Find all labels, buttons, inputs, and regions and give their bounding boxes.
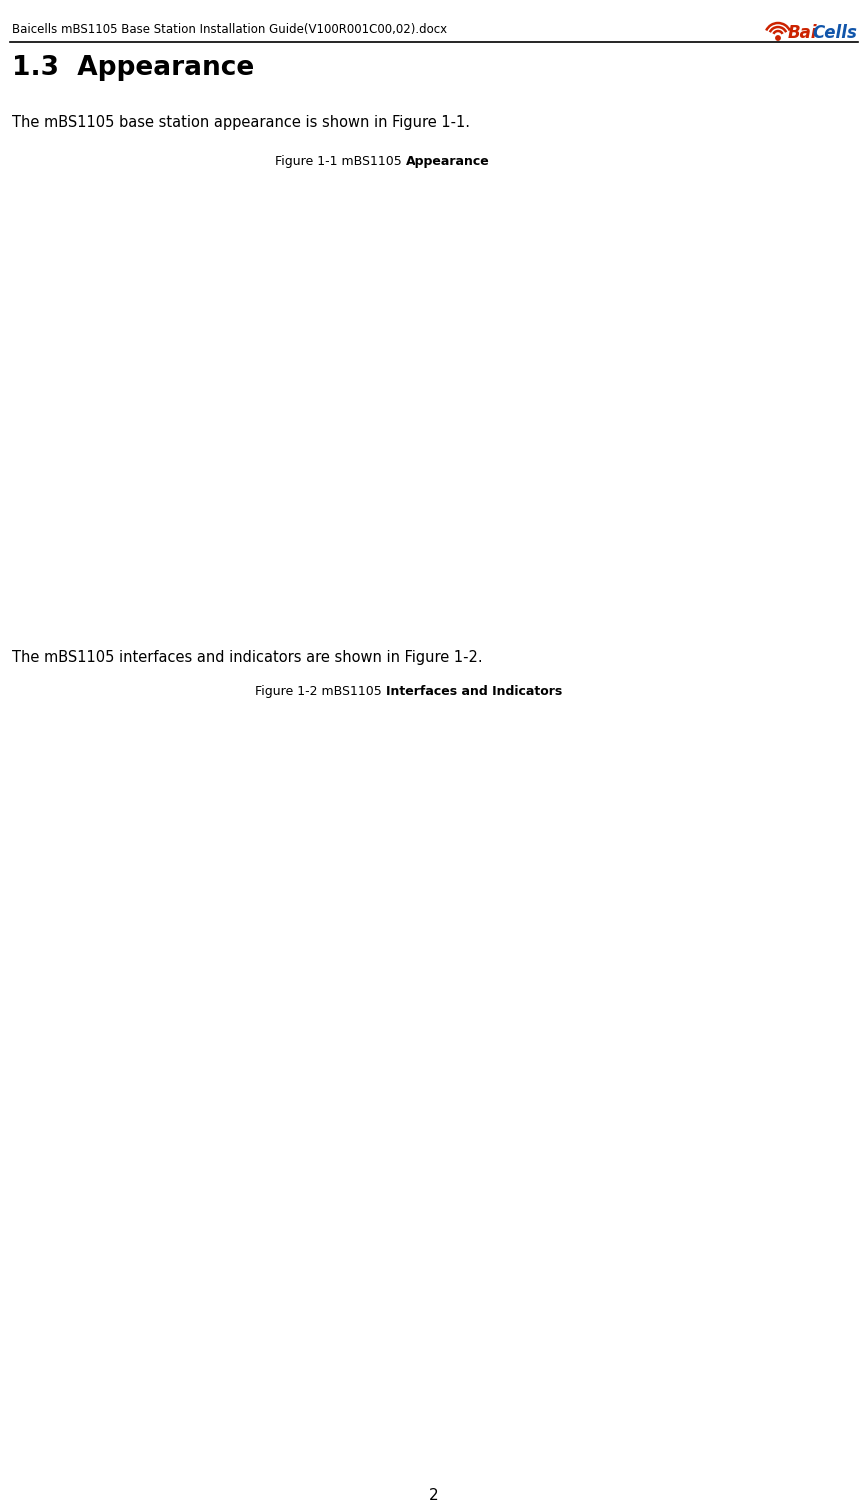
- Text: Cells: Cells: [812, 24, 857, 42]
- Text: Baicells mBS1105 Base Station Installation Guide(V100R001C00,02).docx: Baicells mBS1105 Base Station Installati…: [12, 24, 447, 36]
- Text: 2: 2: [429, 1488, 439, 1503]
- Text: The mBS1105 interfaces and indicators are shown in Figure 1-2.: The mBS1105 interfaces and indicators ar…: [12, 650, 483, 665]
- Circle shape: [776, 36, 780, 41]
- Text: The mBS1105 base station appearance is shown in Figure 1-1.: The mBS1105 base station appearance is s…: [12, 115, 470, 130]
- Text: Figure 1-1 mBS1105: Figure 1-1 mBS1105: [275, 156, 406, 168]
- Text: Figure 1-2 mBS1105: Figure 1-2 mBS1105: [255, 685, 386, 699]
- Text: Bai: Bai: [788, 24, 818, 42]
- Text: 1.3  Appearance: 1.3 Appearance: [12, 54, 254, 82]
- Text: Interfaces and Indicators: Interfaces and Indicators: [386, 685, 562, 699]
- Text: Appearance: Appearance: [406, 156, 490, 168]
